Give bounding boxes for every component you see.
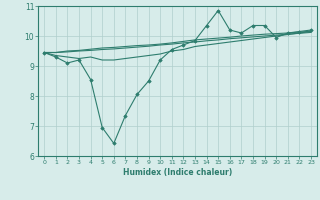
X-axis label: Humidex (Indice chaleur): Humidex (Indice chaleur) (123, 168, 232, 177)
